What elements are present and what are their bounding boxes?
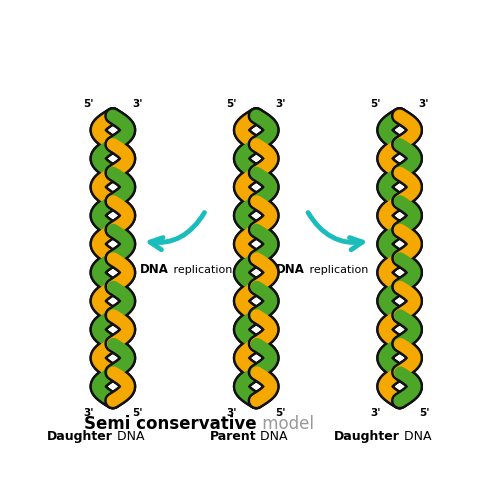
Text: 3': 3' <box>276 99 286 109</box>
Text: 5': 5' <box>370 99 380 109</box>
Text: model: model <box>257 414 314 432</box>
Text: DNA: DNA <box>113 430 144 442</box>
Text: Daughter: Daughter <box>47 430 113 442</box>
Text: 5': 5' <box>276 408 286 418</box>
Text: Daughter: Daughter <box>334 430 400 442</box>
Text: 3': 3' <box>419 99 430 109</box>
Text: 3': 3' <box>226 408 237 418</box>
Text: replication: replication <box>170 265 232 275</box>
Text: 3': 3' <box>132 99 142 109</box>
Text: Semi conservative: Semi conservative <box>84 414 256 432</box>
Text: DNA: DNA <box>256 430 288 442</box>
Text: 5': 5' <box>83 99 94 109</box>
Text: replication: replication <box>306 265 368 275</box>
Text: DNA: DNA <box>400 430 431 442</box>
Text: DNA: DNA <box>140 264 169 276</box>
Text: 3': 3' <box>83 408 94 418</box>
Text: 5': 5' <box>419 408 430 418</box>
Text: Parent: Parent <box>210 430 256 442</box>
Text: 5': 5' <box>132 408 142 418</box>
Text: 5': 5' <box>226 99 237 109</box>
Text: 3': 3' <box>370 408 380 418</box>
Text: DNA: DNA <box>276 264 304 276</box>
